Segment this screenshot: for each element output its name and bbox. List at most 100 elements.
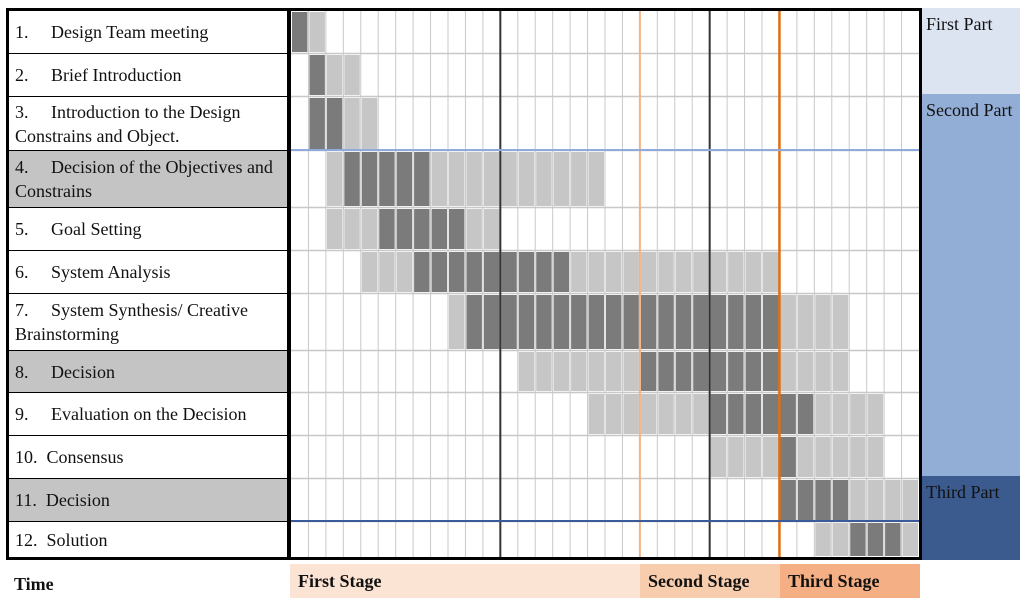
task-row-9: 9. Evaluation on the Decision bbox=[9, 393, 287, 435]
cell-dark-r8-c23 bbox=[693, 352, 709, 391]
part-first-label: First Part bbox=[922, 8, 1020, 94]
cell-dark-r7-c21 bbox=[658, 295, 674, 349]
cell-light-r9-c19 bbox=[623, 394, 639, 434]
cell-dark-r7-c20 bbox=[640, 295, 657, 349]
cell-dark-r7-c22 bbox=[675, 295, 692, 349]
cell-dark-r1-c0 bbox=[292, 12, 308, 52]
cell-light-r2-c3 bbox=[344, 55, 360, 95]
cell-light-r9-c32 bbox=[850, 394, 866, 434]
cell-dark-r9-c26 bbox=[745, 394, 761, 434]
cell-light-r10-c29 bbox=[797, 437, 814, 477]
cell-light-r5-c3 bbox=[344, 209, 360, 249]
cell-light-r11-c32 bbox=[850, 480, 866, 520]
task-row-11: 11. Decision bbox=[9, 479, 287, 521]
cell-dark-r7-c13 bbox=[518, 295, 535, 349]
cell-dark-r3-c1 bbox=[309, 98, 325, 149]
task-row-5: 5. Goal Setting bbox=[9, 208, 287, 250]
cell-light-r5-c4 bbox=[361, 209, 378, 249]
cell-light-r4-c16 bbox=[571, 152, 587, 206]
cell-dark-r4-c6 bbox=[396, 152, 413, 206]
third-stage-label: Third Stage bbox=[780, 564, 920, 598]
cell-dark-r11-c30 bbox=[815, 480, 831, 520]
cell-dark-r5-c9 bbox=[449, 209, 465, 249]
cell-light-r5-c10 bbox=[466, 209, 482, 249]
cell-light-r10-c30 bbox=[815, 437, 831, 477]
cell-dark-r4-c4 bbox=[361, 152, 378, 206]
cell-light-r6-c20 bbox=[640, 252, 657, 292]
cell-light-r6-c17 bbox=[588, 252, 604, 292]
cell-light-r6-c4 bbox=[361, 252, 378, 292]
part-second-label: Second Part bbox=[922, 94, 1020, 476]
cell-light-r4-c17 bbox=[588, 152, 604, 206]
cell-dark-r9-c29 bbox=[797, 394, 814, 434]
cell-light-r9-c17 bbox=[588, 394, 604, 434]
cell-light-r8-c17 bbox=[588, 352, 604, 391]
cell-dark-r7-c27 bbox=[763, 295, 779, 349]
cell-light-r6-c24 bbox=[710, 252, 727, 292]
cell-light-r7-c31 bbox=[832, 295, 849, 349]
cell-dark-r7-c25 bbox=[728, 295, 744, 349]
cell-dark-r6-c9 bbox=[449, 252, 465, 292]
cell-dark-r12-c32 bbox=[850, 523, 866, 556]
cell-light-r2-c2 bbox=[326, 55, 343, 95]
cell-light-r4-c9 bbox=[449, 152, 465, 206]
cell-dark-r9-c25 bbox=[728, 394, 744, 434]
cell-light-r3-c3 bbox=[344, 98, 360, 149]
cell-dark-r3-c2 bbox=[326, 98, 343, 149]
cell-light-r6-c27 bbox=[763, 252, 779, 292]
cell-light-r4-c11 bbox=[483, 152, 500, 206]
cell-light-r8-c31 bbox=[832, 352, 849, 391]
cell-light-r9-c18 bbox=[606, 394, 622, 434]
cell-dark-r2-c1 bbox=[309, 55, 325, 95]
cell-dark-r9-c27 bbox=[763, 394, 779, 434]
cell-dark-r9-c28 bbox=[780, 394, 796, 434]
cell-dark-r7-c12 bbox=[501, 295, 517, 349]
cell-dark-r7-c26 bbox=[745, 295, 761, 349]
cell-light-r8-c13 bbox=[518, 352, 535, 391]
cell-dark-r8-c20 bbox=[640, 352, 657, 391]
cell-dark-r8-c27 bbox=[763, 352, 779, 391]
cell-dark-r11-c29 bbox=[797, 480, 814, 520]
cell-dark-r7-c19 bbox=[623, 295, 639, 349]
cell-light-r6-c5 bbox=[379, 252, 395, 292]
cell-light-r8-c15 bbox=[553, 352, 570, 391]
cell-dark-r6-c14 bbox=[536, 252, 552, 292]
cell-dark-r7-c10 bbox=[466, 295, 482, 349]
cell-light-r10-c31 bbox=[832, 437, 849, 477]
cell-light-r10-c32 bbox=[850, 437, 866, 477]
cell-light-r12-c30 bbox=[815, 523, 831, 556]
cell-light-r11-c35 bbox=[902, 480, 918, 520]
cell-dark-r4-c5 bbox=[379, 152, 395, 206]
cell-light-r10-c26 bbox=[745, 437, 761, 477]
first-stage-label: First Stage bbox=[290, 564, 640, 598]
task-list: 1. Design Team meeting 2. Brief Introduct… bbox=[6, 8, 290, 560]
cell-light-r6-c6 bbox=[396, 252, 413, 292]
task-row-6: 6. System Analysis bbox=[9, 251, 287, 293]
cell-light-r3-c4 bbox=[361, 98, 378, 149]
cell-light-r4-c12 bbox=[501, 152, 517, 206]
cell-light-r9-c33 bbox=[867, 394, 884, 434]
cell-dark-r6-c10 bbox=[466, 252, 482, 292]
task-row-4: 4. Decision of the Objectives and Constr… bbox=[9, 151, 287, 207]
cell-light-r10-c33 bbox=[867, 437, 884, 477]
cell-light-r12-c31 bbox=[832, 523, 849, 556]
cell-light-r4-c8 bbox=[431, 152, 447, 206]
cell-light-r8-c28 bbox=[780, 352, 796, 391]
cell-light-r6-c21 bbox=[658, 252, 674, 292]
task-row-7: 7. System Synthesis/ Creative Brainstorm… bbox=[9, 294, 287, 350]
cell-light-r8-c30 bbox=[815, 352, 831, 391]
cell-light-r6-c16 bbox=[571, 252, 587, 292]
cell-dark-r7-c11 bbox=[483, 295, 500, 349]
cell-light-r4-c2 bbox=[326, 152, 343, 206]
cell-dark-r8-c25 bbox=[728, 352, 744, 391]
cell-light-r7-c30 bbox=[815, 295, 831, 349]
time-label: Time bbox=[14, 574, 54, 594]
cell-dark-r4-c7 bbox=[414, 152, 430, 206]
cell-dark-r7-c14 bbox=[536, 295, 552, 349]
cell-light-r6-c18 bbox=[606, 252, 622, 292]
cell-light-r8-c18 bbox=[606, 352, 622, 391]
cell-light-r9-c31 bbox=[832, 394, 849, 434]
cell-dark-r9-c24 bbox=[710, 394, 727, 434]
cell-light-r1-c1 bbox=[309, 12, 325, 52]
cell-light-r10-c25 bbox=[728, 437, 744, 477]
